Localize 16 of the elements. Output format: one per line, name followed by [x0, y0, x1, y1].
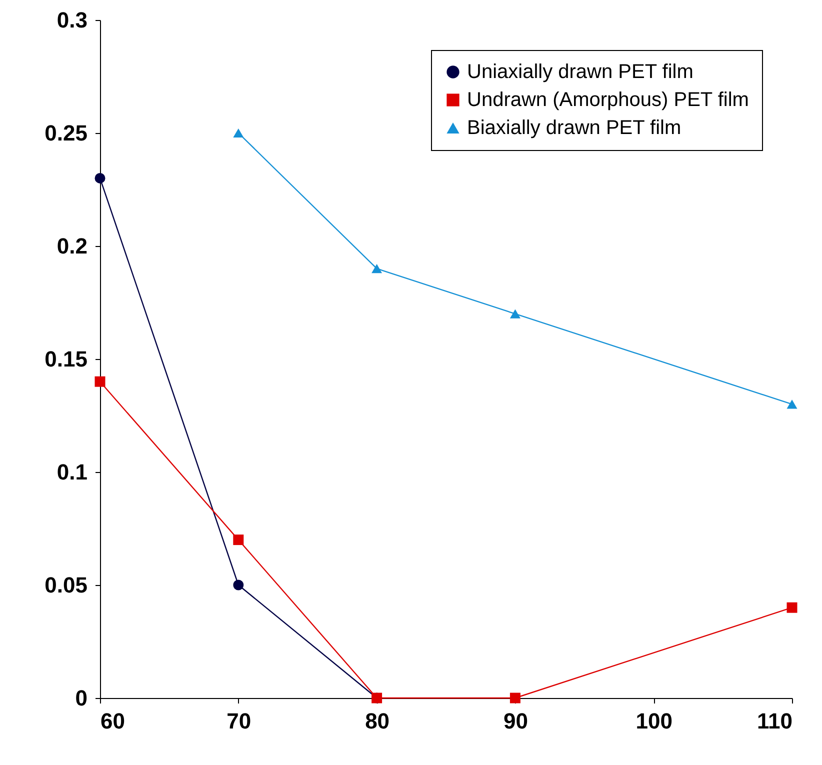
y-tick-label: 0.15	[44, 346, 88, 372]
x-tick-label: 90	[503, 708, 528, 734]
x-tick-label: 80	[365, 708, 390, 734]
y-tick-label: 0.05	[44, 572, 88, 598]
y-tick-label: 0.1	[56, 460, 88, 484]
x-tick-label: 60	[100, 708, 125, 734]
y-tick-label: 0.25	[44, 120, 88, 146]
legend-label: Biaxially drawn PET film	[467, 117, 682, 139]
legend-label: Uniaxially drawn PET film	[467, 61, 694, 83]
y-tick-label: 0.3	[56, 8, 88, 32]
x-tick-label: 70	[226, 708, 252, 734]
x-tick-label: 110	[757, 708, 792, 734]
x-tick-label: 100	[636, 708, 672, 734]
legend-label: Undrawn (Amorphous) PET film	[467, 89, 749, 111]
y-tick-label: 0	[75, 686, 88, 710]
y-tick-label: 0.2	[56, 234, 88, 258]
